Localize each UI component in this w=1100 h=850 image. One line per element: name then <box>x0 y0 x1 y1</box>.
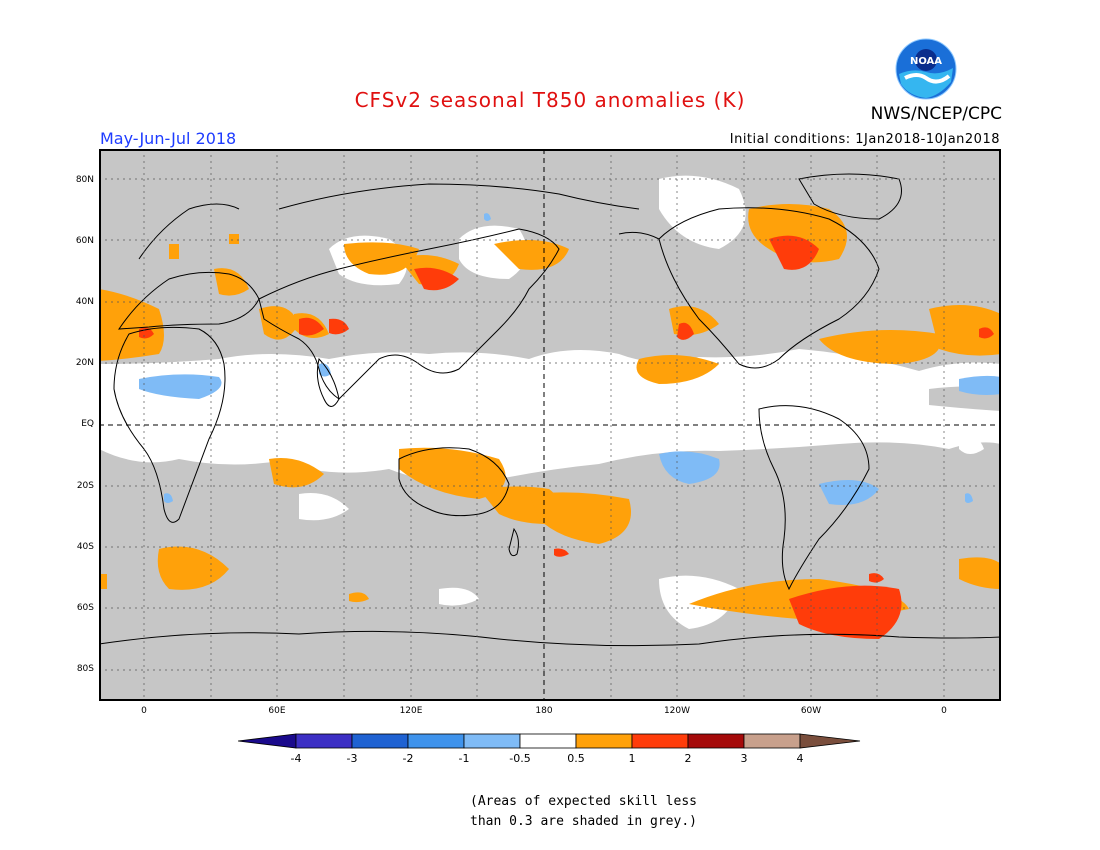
coastlines <box>98 173 1002 647</box>
skill-note-line2: than 0.3 are shaded in grey.) <box>470 814 697 829</box>
colorbar-label: -2 <box>402 752 414 765</box>
colorbar-arrow-high <box>799 733 861 749</box>
lat-label-80n: 80N <box>75 175 94 185</box>
lon-label-120e: 120E <box>399 706 423 716</box>
lon-label-60w: 60W <box>800 706 822 716</box>
lat-label-60n: 60N <box>75 236 94 246</box>
colorbar-label: -1 <box>458 752 470 765</box>
colorbar-label: -3 <box>346 752 358 765</box>
lon-label-0-right: 0 <box>941 706 947 716</box>
lat-label-20s: 20S <box>76 481 94 491</box>
skill-note-line1: (Areas of expected skill less <box>470 794 697 809</box>
lat-label-40n: 40N <box>75 297 94 307</box>
noaa-logo: NOAA <box>895 38 957 100</box>
colorbar <box>237 732 863 754</box>
colorbar-label: 4 <box>796 752 804 765</box>
lat-label-40s: 40S <box>76 542 94 552</box>
strong-warm-anomalies <box>139 235 994 639</box>
colorbar-label: -0.5 <box>509 752 531 765</box>
colorbar-arrow-low <box>237 733 297 749</box>
lon-label-0-left: 0 <box>141 706 147 716</box>
map-frame <box>99 149 1001 701</box>
colorbar-label: -4 <box>290 752 302 765</box>
colorbar-label: 1 <box>628 752 636 765</box>
colorbar-label: 0.5 <box>567 752 585 765</box>
lon-label-180: 180 <box>535 706 553 716</box>
grey-mask-south <box>99 442 1001 701</box>
agency-label: NWS/NCEP/CPC <box>870 104 1002 124</box>
anomaly-map <box>98 149 1002 701</box>
lon-label-60e: 60E <box>268 706 286 716</box>
lat-label-80s: 80S <box>76 664 94 674</box>
lon-label-120w: 120W <box>663 706 691 716</box>
initial-conditions: Initial conditions: 1Jan2018-10Jan2018 <box>729 132 1000 147</box>
chart-title: CFSv2 seasonal T850 anomalies (K) <box>354 88 746 112</box>
forecast-period: May-Jun-Jul 2018 <box>100 129 237 148</box>
colorbar-label: 2 <box>684 752 692 765</box>
cool-anomalies <box>139 213 1001 505</box>
lat-label-60s: 60S <box>76 603 94 613</box>
noaa-logo-text: NOAA <box>910 56 942 67</box>
lat-label-eq: EQ <box>81 419 94 429</box>
skill-note: (Areas of expected skill less than 0.3 a… <box>470 792 730 832</box>
lat-label-20n: 20N <box>75 358 94 368</box>
colorbar-label: 3 <box>740 752 748 765</box>
